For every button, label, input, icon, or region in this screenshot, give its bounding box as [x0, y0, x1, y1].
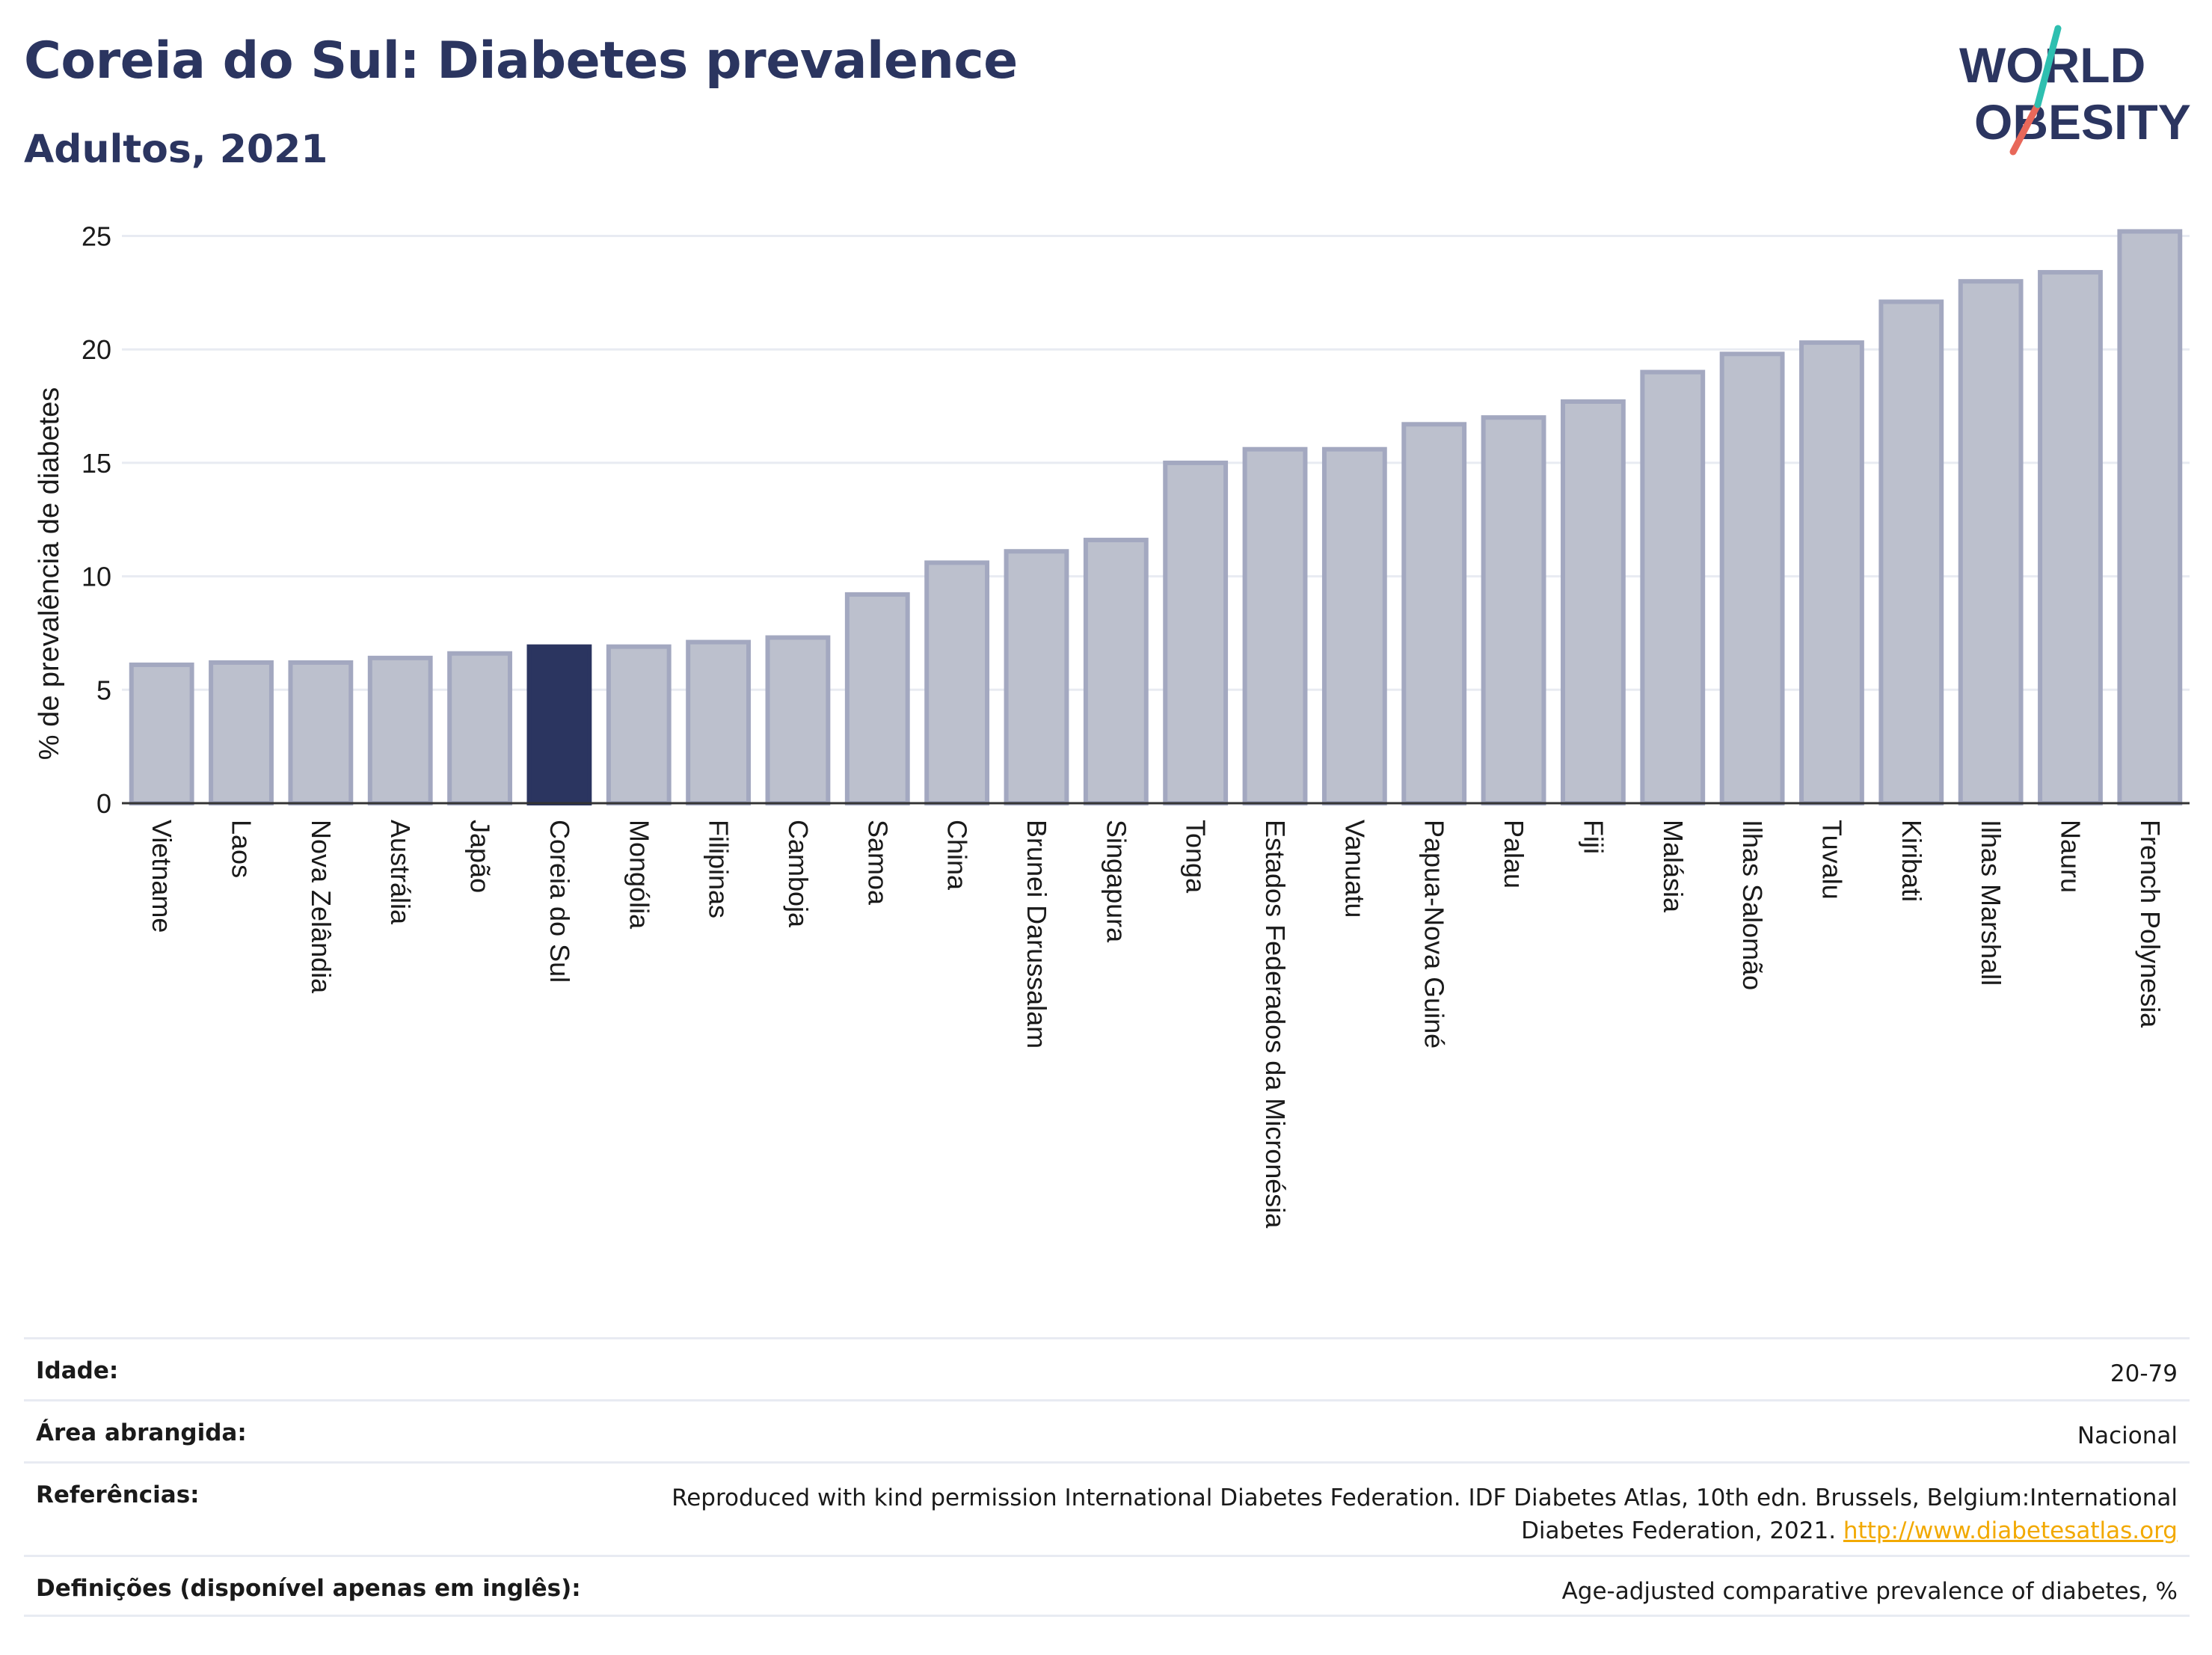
logo-line2: OBESITY — [1974, 94, 2191, 150]
bar-samoa[interactable] — [844, 592, 910, 806]
logo-slash-teal — [2034, 25, 2062, 108]
x-tick-label: Tonga — [1181, 820, 1211, 894]
bar-papua-nova-guin-[interactable] — [1401, 422, 1467, 805]
references-line2: Diabetes Federation, 2021. — [1521, 1517, 1837, 1544]
bars — [129, 229, 2183, 806]
bar-mong-lia[interactable] — [606, 644, 672, 806]
tick-labels: 0 5 10 15 20 25 Vietname Laos Nova Zelândia Austr… — [82, 221, 2166, 1229]
bar-coreia-do-sul[interactable] — [526, 644, 592, 806]
x-tick-label: Japão — [465, 820, 496, 893]
x-tick-label: Kiribati — [1896, 820, 1927, 902]
x-tick-label: Estados Federados da Micronésia — [1260, 820, 1291, 1229]
world-obesity-logo: WORLD OBESITY — [1959, 25, 2191, 156]
definitions-label: Definições (disponível apenas em inglês)… — [36, 1575, 581, 1602]
references-line1: Reproduced with kind permission Internat… — [672, 1484, 2178, 1511]
x-tick-label: Coreia do Sul — [544, 820, 575, 983]
area-label: Área abrangida: — [36, 1419, 247, 1446]
y-tick-label: 20 — [82, 334, 111, 365]
bar-jap-o[interactable] — [447, 651, 512, 805]
x-tick-label: Malásia — [1658, 820, 1689, 913]
x-tick-label: Ilhas Salomão — [1737, 820, 1768, 990]
x-tick-label: French Polynesia — [2135, 820, 2166, 1028]
bar-austr-lia[interactable] — [367, 655, 433, 805]
bar-china[interactable] — [924, 560, 990, 806]
bar-camboja[interactable] — [765, 635, 831, 805]
definitions-value: Age-adjusted comparative prevalence of d… — [1561, 1578, 2178, 1605]
x-tick-label: Palau — [1499, 820, 1529, 888]
x-tick-label: China — [942, 820, 973, 891]
bar-filipinas[interactable] — [686, 639, 752, 805]
area-value: Nacional — [2077, 1422, 2178, 1449]
x-tick-label: Nauru — [2055, 820, 2086, 893]
x-tick-label: Fiji — [1578, 820, 1609, 854]
references-label: Referências: — [36, 1481, 200, 1508]
x-tick-label: Papua-Nova Guiné — [1419, 820, 1450, 1048]
age-label: Idade: — [36, 1357, 119, 1384]
x-tick-label: Singapura — [1101, 820, 1131, 943]
metadata-table: Idade: 20-79 Área abrangida: Nacional Re… — [24, 1337, 2190, 1617]
bar-french-polynesia[interactable] — [2117, 229, 2183, 805]
diabetes-atlas-link[interactable]: http://www.diabetesatlas.org — [1843, 1517, 2178, 1544]
age-value: 20-79 — [2110, 1360, 2178, 1387]
bar-brunei-darussalam[interactable] — [1004, 549, 1069, 805]
meta-row-references: Referências: Reproduced with kind permis… — [24, 1461, 2190, 1555]
x-tick-label: Filipinas — [704, 820, 734, 918]
bar-ilhas-marshall[interactable] — [1958, 279, 2024, 806]
y-tick-label: 5 — [96, 675, 111, 705]
logo-slash-coral — [2009, 101, 2042, 156]
bar-ilhas-salom-o[interactable] — [1719, 351, 1785, 806]
bar-laos[interactable] — [209, 660, 274, 806]
x-tick-label: Brunei Darussalam — [1021, 820, 1052, 1048]
x-tick-label: Vietname — [147, 820, 177, 933]
x-tick-label: Vanuatu — [1339, 820, 1370, 918]
chart-subtitle: Adultos, 2021 — [24, 127, 328, 172]
x-tick-label: Mongólia — [624, 820, 654, 930]
bar-fiji[interactable] — [1560, 399, 1626, 805]
bar-mal-sia[interactable] — [1640, 369, 1706, 805]
y-tick-label: 0 — [96, 788, 111, 819]
bar-nova-zel-ndia[interactable] — [288, 660, 354, 806]
bar-chart: 0 5 10 15 20 25 Vietname Laos Nova Zelândia Austr… — [34, 221, 2190, 1229]
bar-estados-federados-da-micron-sia[interactable] — [1242, 446, 1308, 806]
y-tick-label: 15 — [82, 448, 111, 479]
x-tick-label: Camboja — [783, 820, 814, 928]
x-tick-label: Nova Zelândia — [306, 820, 337, 994]
y-tick-label: 10 — [82, 562, 111, 592]
y-tick-label: 25 — [82, 221, 111, 252]
meta-row-definitions: Definições (disponível apenas em inglês)… — [24, 1555, 2190, 1617]
bar-tonga[interactable] — [1163, 460, 1229, 805]
bar-nauru[interactable] — [2038, 270, 2103, 805]
chart-title: Coreia do Sul: Diabetes prevalence — [24, 31, 1018, 90]
y-axis-label: % de prevalência de diabetes — [34, 387, 65, 761]
meta-row-area: Área abrangida: Nacional — [24, 1399, 2190, 1461]
x-tick-label: Samoa — [862, 820, 893, 906]
x-tick-label: Laos — [227, 820, 257, 878]
meta-row-age: Idade: 20-79 — [24, 1337, 2190, 1399]
x-tick-label: Ilhas Marshall — [1976, 820, 2006, 986]
bar-vietname[interactable] — [129, 662, 194, 805]
x-tick-label: Austrália — [385, 820, 416, 925]
bar-palau[interactable] — [1481, 415, 1546, 805]
bar-tuvalu[interactable] — [1799, 340, 1864, 805]
x-tick-label: Tuvalu — [1816, 820, 1847, 900]
bar-vanuatu[interactable] — [1321, 446, 1387, 806]
references-value: Reproduced with kind permission Internat… — [672, 1481, 2178, 1547]
bar-kiribati[interactable] — [1878, 299, 1944, 806]
bar-singapura[interactable] — [1083, 538, 1149, 805]
